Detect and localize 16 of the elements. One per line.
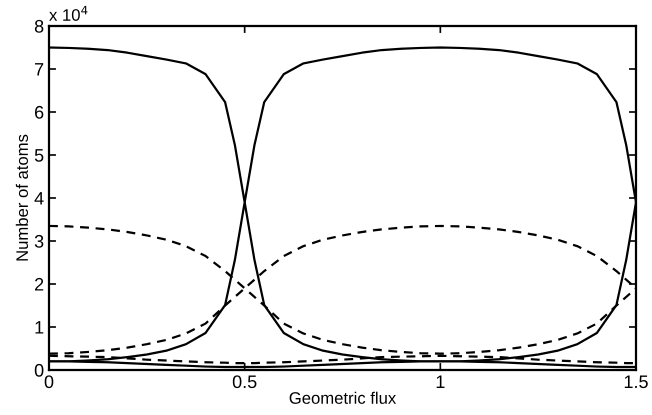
y-tick-label: 8	[34, 20, 44, 33]
x-axis-title: Geometric flux	[290, 392, 396, 404]
y-tick-label: 4	[34, 192, 44, 205]
x-tick-label: 1	[436, 376, 444, 388]
y-tick-label: 3	[34, 234, 44, 248]
x-tick-label: 1.5	[624, 376, 648, 388]
y-tick-label: 2	[35, 278, 44, 291]
y-tick-label: 0	[34, 364, 44, 377]
x-tick-label: 0.5	[232, 375, 256, 388]
text: x 10$^{4}$	[49, 6, 88, 21]
y-tick-label: 7	[35, 63, 44, 76]
y-tick-label: 6	[35, 106, 44, 119]
y-tick-label: 5	[34, 149, 44, 162]
y-axis-title: Number of atoms	[16, 134, 28, 261]
y-tick-label: 1	[35, 321, 44, 334]
x-tick-label: 0	[44, 375, 54, 388]
